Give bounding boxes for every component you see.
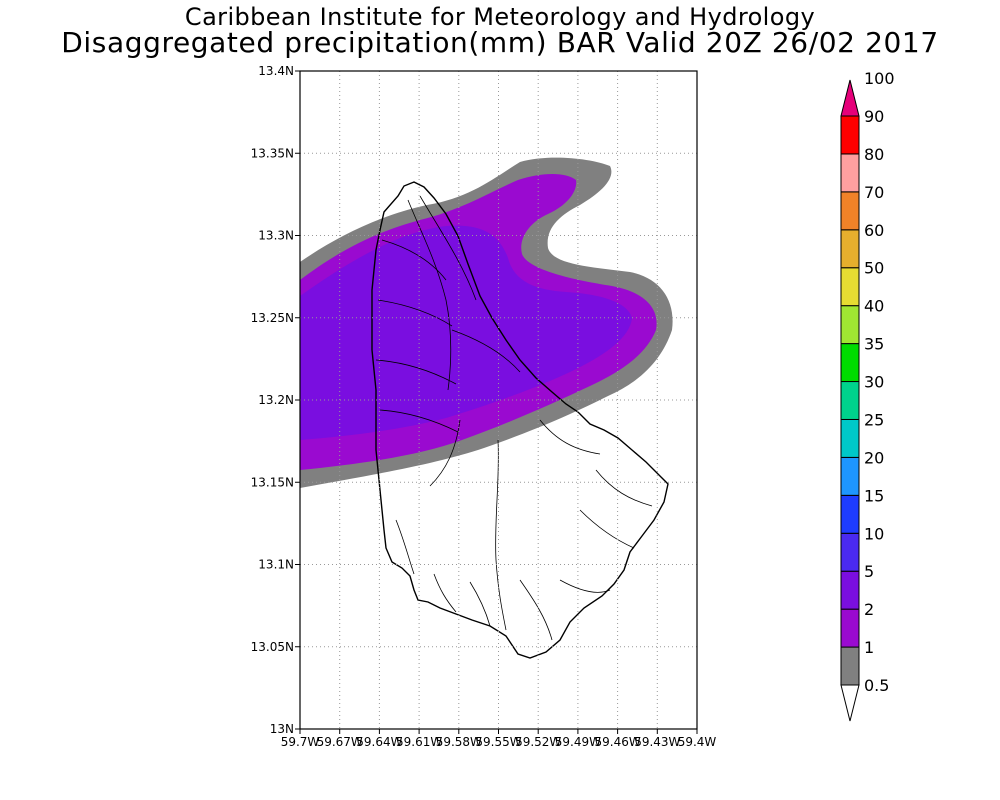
map-area: 13N 13.05N 13.1N 13.15N 13.2N 13.25N 13.3N 13.3…	[251, 64, 717, 749]
colorbar-label: 100	[864, 69, 895, 88]
precip-band-2-5	[300, 225, 632, 440]
y-axis-labels: 13N 13.05N 13.1N 13.15N 13.2N 13.25N 13.3N 13.3…	[251, 64, 294, 736]
coastline	[371, 181, 669, 659]
colorbar-label: 30	[864, 373, 884, 392]
axis-ticks	[295, 70, 698, 734]
rivers	[375, 195, 653, 641]
x-tick-label: 59.49W	[555, 735, 601, 749]
colorbar-label: 5	[864, 562, 874, 581]
colorbar-lower-triangle	[840, 684, 860, 722]
y-tick-label: 13.4N	[258, 64, 294, 78]
barbados-outline	[371, 181, 669, 659]
colorbar-box	[840, 191, 860, 231]
colorbar-box	[840, 532, 860, 572]
gridlines	[300, 71, 697, 729]
colorbar-box	[840, 305, 860, 345]
colorbar-box	[840, 267, 860, 307]
x-tick-label: 59.58W	[436, 735, 482, 749]
colorbar-box	[840, 418, 860, 458]
colorbar-box	[840, 343, 860, 383]
x-axis-labels: 59.7W59.67W59.64W59.61W59.58W59.55W59.52…	[281, 735, 717, 749]
colorbar-box	[840, 115, 860, 155]
colorbar-box	[840, 153, 860, 193]
colorbar-label: 50	[864, 259, 884, 278]
x-tick-label: 59.7W	[281, 735, 320, 749]
x-tick-label: 59.52W	[515, 735, 561, 749]
x-tick-label: 59.43W	[634, 735, 680, 749]
colorbar-box	[840, 381, 860, 420]
colorbar-label: 80	[864, 145, 884, 164]
colorbar-label: 60	[864, 221, 884, 240]
colorbar-box	[840, 494, 860, 534]
precip-layers	[300, 157, 673, 488]
y-tick-label: 13.15N	[251, 475, 294, 489]
y-tick-label: 13.25N	[251, 311, 294, 325]
colorbar-label: 20	[864, 448, 884, 467]
x-tick-label: 59.4W	[678, 735, 717, 749]
colorbar-box	[840, 229, 860, 269]
colorbar-label: 25	[864, 410, 884, 429]
colorbar-label: 10	[864, 524, 884, 543]
chart-subtitle: Disaggregated precipitation(mm) BAR Vali…	[61, 26, 939, 59]
x-tick-label: 59.67W	[317, 735, 363, 749]
colorbar-label: 1	[864, 638, 874, 657]
colorbar-label: 0.5	[864, 676, 889, 695]
x-tick-label: 59.55W	[475, 735, 521, 749]
colorbar-label: 15	[864, 486, 884, 505]
colorbar-box	[840, 456, 860, 496]
y-tick-label: 13.1N	[258, 558, 294, 572]
x-tick-label: 59.61W	[396, 735, 442, 749]
colorbar-upper-triangle	[840, 79, 860, 117]
chart-title: Caribbean Institute for Meteorology and …	[184, 3, 816, 31]
colorbar-label: 70	[864, 183, 884, 202]
y-tick-label: 13.05N	[251, 640, 294, 654]
y-tick-label: 13.3N	[258, 229, 294, 243]
colorbar-label: 2	[864, 600, 874, 619]
colorbar-label: 40	[864, 297, 884, 316]
colorbar-box	[840, 570, 860, 610]
x-tick-label: 59.64W	[356, 735, 402, 749]
colorbar-box	[840, 646, 860, 686]
y-tick-label: 13N	[270, 722, 294, 736]
y-tick-label: 13.2N	[258, 393, 294, 407]
colorbar-label: 90	[864, 107, 884, 126]
x-tick-label: 59.46W	[594, 735, 640, 749]
y-tick-label: 13.35N	[251, 146, 294, 160]
colorbar-box	[840, 608, 860, 648]
colorbar-label: 35	[864, 335, 884, 354]
